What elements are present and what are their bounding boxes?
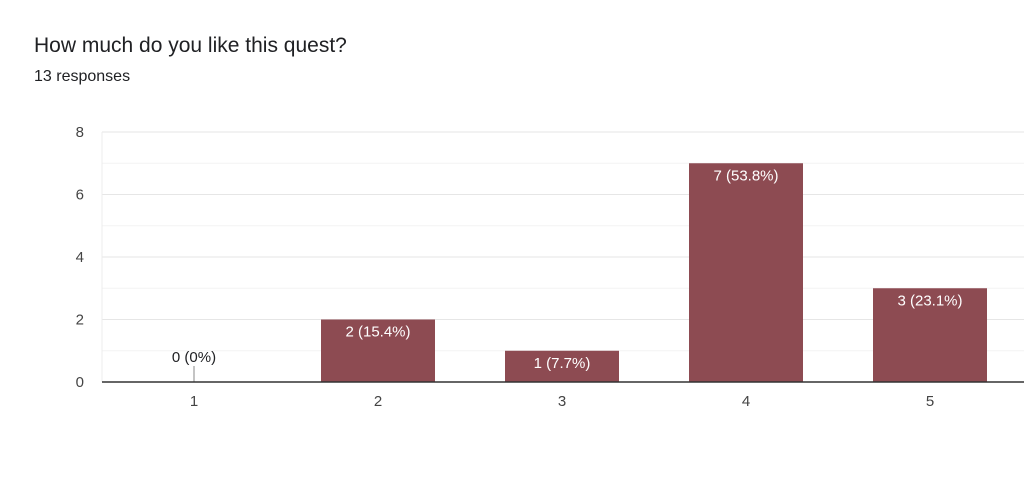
bar-4 [689,163,803,382]
chart-title: How much do you like this quest? [34,34,347,57]
y-tick-label: 4 [76,249,84,266]
x-tick-label: 2 [374,393,382,410]
response-count: 13 responses [34,68,131,85]
x-tick-label: 5 [926,393,934,410]
data-label-3: 1 (7.7%) [534,355,591,372]
data-label-2: 2 (15.4%) [345,324,410,341]
bars [193,163,987,382]
y-tick-label: 2 [76,312,84,329]
y-tick-label: 0 [76,374,84,391]
x-tick-label: 1 [190,393,198,410]
bar-2 [321,319,435,382]
x-tick-label: 4 [742,393,750,410]
data-labels: 0 (0%) 2 (15.4%) 1 (7.7%) 7 (53.8%) 3 (23.1%… [172,167,963,372]
y-tick-label: 8 [76,124,84,141]
gridlines [101,131,1024,382]
bar-5 [873,288,987,382]
axes: 0 2 4 6 8 1 2 3 4 5 [76,124,1024,410]
x-tick-label: 3 [558,393,566,410]
data-label-4: 7 (53.8%) [713,167,778,184]
y-tick-label: 6 [76,187,84,204]
data-label-1: 0 (0%) [172,349,216,366]
bar-3 [505,350,619,382]
data-label-5: 3 (23.1%) [897,292,962,309]
